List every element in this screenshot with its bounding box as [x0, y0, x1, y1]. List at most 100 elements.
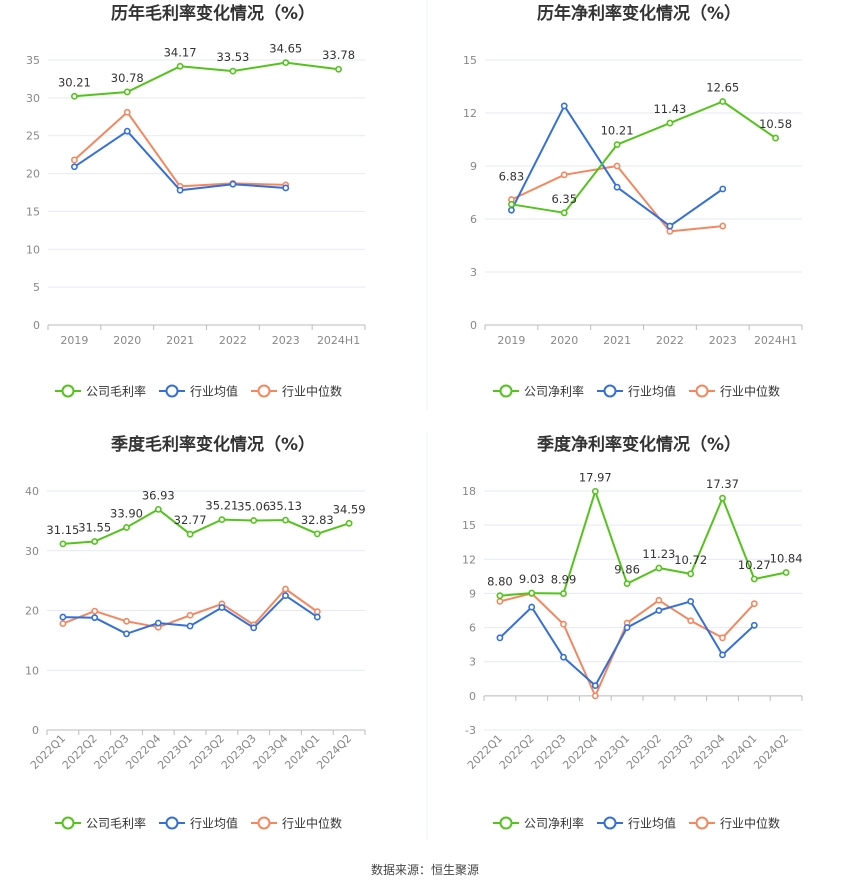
data-label: 35.06	[237, 500, 270, 514]
data-point-company	[508, 200, 515, 208]
x-tick-label: 2024Q2	[314, 732, 354, 772]
data-point-industry_avg	[613, 183, 621, 191]
y-tick-label: 20	[25, 605, 39, 618]
legend: 公司毛利率 行业均值 行业中位数	[55, 816, 342, 831]
data-point-company	[623, 580, 631, 588]
x-tick-label: 2021	[166, 334, 194, 347]
data-point-industry_avg	[750, 621, 758, 629]
data-label: 32.83	[301, 513, 334, 527]
data-point-industry_avg	[313, 613, 321, 621]
legend-label: 行业中位数	[720, 816, 780, 831]
legend-item-industry_median: 行业中位数	[251, 816, 342, 831]
data-point-industry_avg	[123, 127, 131, 135]
data-point-industry_median	[613, 162, 621, 170]
data-point-company	[123, 524, 130, 531]
y-tick-label: 3	[470, 266, 477, 279]
y-tick-label: 5	[33, 281, 40, 294]
data-point-industry_avg	[176, 186, 184, 194]
series-industry_median	[508, 162, 727, 235]
data-point-industry_median	[123, 617, 130, 625]
data-label: 34.65	[269, 42, 302, 56]
data-point-industry_avg	[623, 624, 631, 631]
legend-item-company: 公司毛利率	[55, 384, 146, 399]
x-tick-label: 2024Q2	[751, 732, 791, 772]
legend-label: 行业中位数	[282, 384, 342, 399]
data-point-industry_median	[560, 620, 567, 628]
data-label: 6.83	[499, 169, 525, 183]
y-tick-label: 0	[33, 319, 40, 332]
data-point-industry_avg	[91, 614, 99, 622]
y-tick-label: 18	[462, 485, 476, 498]
data-point-industry_avg	[560, 102, 568, 110]
data-source-text: 数据来源：恒生聚源	[370, 863, 479, 877]
data-point-industry_median	[591, 692, 599, 700]
data-point-company	[750, 575, 758, 583]
circle-line-icon	[695, 816, 709, 830]
data-point-industry_avg	[687, 597, 695, 605]
data-point-industry_median	[750, 600, 758, 608]
data-label: 34.17	[164, 45, 197, 59]
legend-item-industry_median: 行业中位数	[251, 384, 342, 399]
circle-line-icon	[61, 816, 75, 830]
series-line-industry_median	[73, 111, 286, 188]
data-point-industry_median	[687, 617, 695, 625]
legend-item-industry_avg: 行业均值	[159, 816, 238, 831]
data-point-company	[282, 59, 290, 67]
data-point-company	[154, 505, 162, 513]
data-point-industry_median	[313, 608, 321, 616]
legend-label: 公司净利率	[524, 816, 584, 831]
data-label: 8.80	[487, 575, 513, 589]
series-line-company	[511, 100, 777, 214]
data-point-company	[613, 141, 621, 149]
y-tick-label: 3	[469, 656, 476, 669]
series-industry_avg	[59, 592, 321, 638]
data-label: 10.27	[738, 558, 771, 572]
series-line-industry_avg	[73, 130, 286, 192]
data-point-company	[772, 134, 779, 142]
series-industry_avg	[496, 597, 758, 690]
data-point-company	[59, 540, 67, 548]
y-tick-label: 20	[26, 168, 40, 181]
y-tick-label: 25	[26, 130, 40, 143]
x-tick-label: 2023	[709, 334, 737, 347]
series-company: 30.21 30.78 34.17 33.53 34.65 33.78	[58, 42, 355, 100]
data-point-company	[528, 589, 536, 597]
y-tick-label: 10	[26, 243, 40, 256]
data-point-industry_median	[719, 634, 726, 642]
data-point-company	[176, 62, 184, 70]
circle-line-icon	[603, 384, 617, 398]
circle-line-icon	[165, 384, 179, 398]
x-tick-label: 2021	[603, 334, 631, 347]
x-tick-label: 2020	[550, 334, 578, 347]
y-tick-label: 15	[463, 54, 477, 67]
legend-label: 行业均值	[190, 384, 238, 399]
data-label: 33.53	[216, 50, 249, 64]
data-point-company	[591, 487, 599, 495]
legend-item-industry_avg: 行业均值	[597, 816, 676, 831]
y-tick-label: 9	[469, 587, 476, 600]
data-point-industry_avg	[250, 624, 258, 632]
data-label: 12.65	[706, 81, 739, 95]
circle-line-icon	[165, 816, 179, 830]
data-point-industry_avg	[282, 592, 289, 599]
data-point-industry_avg	[666, 222, 674, 230]
chart-4: 季度净利率变化情况（%）-303691215182022Q12022Q22022…	[462, 434, 803, 831]
series-line-company	[74, 61, 339, 98]
x-tick-label: 2019	[60, 334, 88, 347]
data-point-company	[91, 538, 99, 545]
circle-line-icon	[257, 816, 271, 830]
data-point-industry_median	[282, 585, 289, 593]
data-label: 9.86	[614, 563, 640, 577]
y-tick-label: 40	[25, 485, 39, 498]
data-label: 35.21	[205, 499, 238, 513]
data-point-industry_avg	[218, 604, 226, 611]
data-label: 11.23	[642, 547, 675, 561]
data-point-company	[250, 517, 258, 524]
data-label: 8.99	[551, 573, 577, 587]
y-tick-label: 10	[25, 664, 39, 677]
y-tick-label: 6	[470, 213, 477, 226]
data-point-industry_median	[71, 156, 78, 164]
data-label: 11.43	[653, 102, 686, 116]
chart-1: 历年毛利率变化情况（%） 0 5 10 15 20 25 30 35 2019 2020 2021 20…	[26, 3, 366, 399]
